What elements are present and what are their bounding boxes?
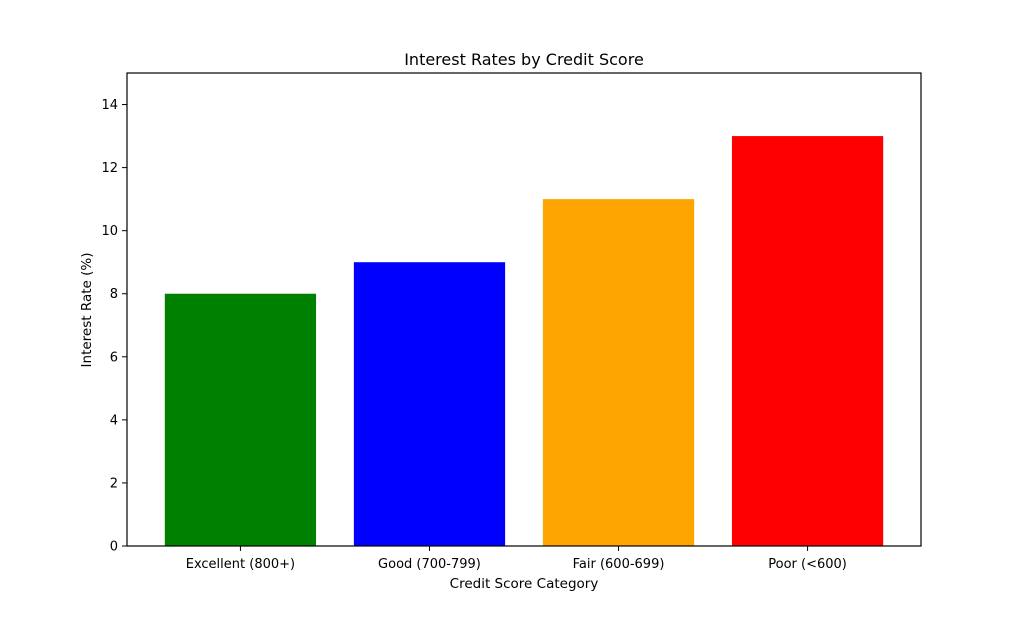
x-axis-label: Credit Score Category (450, 576, 599, 592)
y-axis-label: Interest Rate (%) (79, 253, 95, 368)
y-tick-label: 4 (110, 413, 118, 428)
y-tick-label: 10 (101, 224, 118, 239)
x-tick-label: Good (700-799) (378, 557, 481, 572)
y-axis-ticks: 0 2 4 6 8 10 12 14 (101, 98, 127, 555)
x-tick-label: Fair (600-699) (573, 557, 665, 572)
chart-title: Interest Rates by Credit Score (404, 50, 644, 69)
plot-frame (126, 72, 922, 547)
y-tick-label: 14 (101, 98, 118, 113)
bar-2 (353, 262, 506, 546)
bars-layer (164, 136, 884, 546)
x-axis-ticks: Excellent (800+) Good (700-799) Fair (600-… (186, 546, 847, 572)
y-tick-label: 6 (110, 350, 118, 365)
y-tick-label: 2 (110, 476, 118, 491)
x-tick-label: Poor (<600) (768, 557, 847, 572)
bar-3 (542, 199, 695, 546)
bar-1 (164, 293, 317, 546)
y-tick-label: 0 (110, 540, 118, 555)
y-tick-label: 12 (101, 161, 118, 176)
x-tick-label: Excellent (800+) (186, 557, 295, 572)
y-tick-label: 8 (110, 287, 118, 302)
bar-4 (731, 136, 884, 546)
